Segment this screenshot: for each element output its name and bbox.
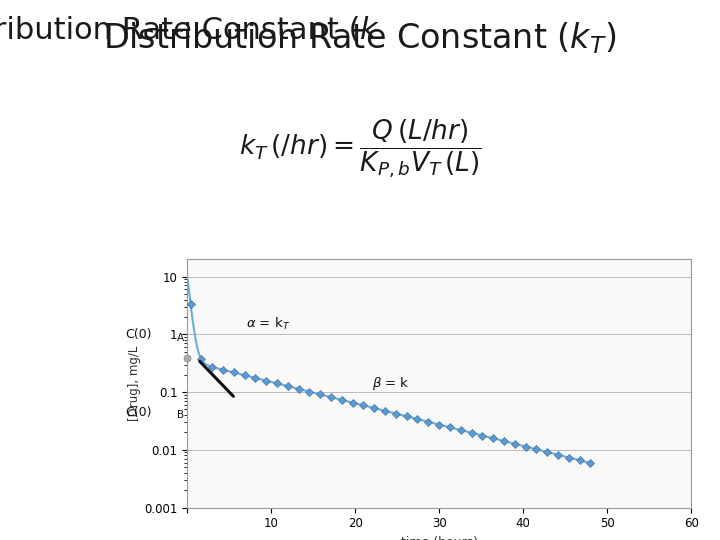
Y-axis label: [Drug], mg/L: [Drug], mg/L (128, 346, 141, 421)
Text: Distribution Rate Constant (: Distribution Rate Constant ( (0, 16, 360, 45)
Text: C(0): C(0) (125, 328, 152, 341)
Text: $\mathit{k}_T\,(/hr) = \dfrac{\mathit{Q}\,(\mathit{L}/\mathit{hr})}{\mathit{K}_{: $\mathit{k}_T\,(/hr) = \dfrac{\mathit{Q}… (238, 117, 482, 180)
Text: $\beta$ = k: $\beta$ = k (372, 375, 410, 392)
Text: Distribution Rate Constant ($\mathit{k}_T$): Distribution Rate Constant ($\mathit{k}_… (103, 20, 617, 56)
Text: B: B (177, 410, 184, 420)
X-axis label: time (hours): time (hours) (401, 536, 477, 540)
Text: k: k (360, 16, 377, 45)
Text: C(0): C(0) (125, 406, 152, 419)
Text: $\alpha$ = k$_T$: $\alpha$ = k$_T$ (246, 316, 290, 332)
Text: A: A (177, 333, 184, 342)
